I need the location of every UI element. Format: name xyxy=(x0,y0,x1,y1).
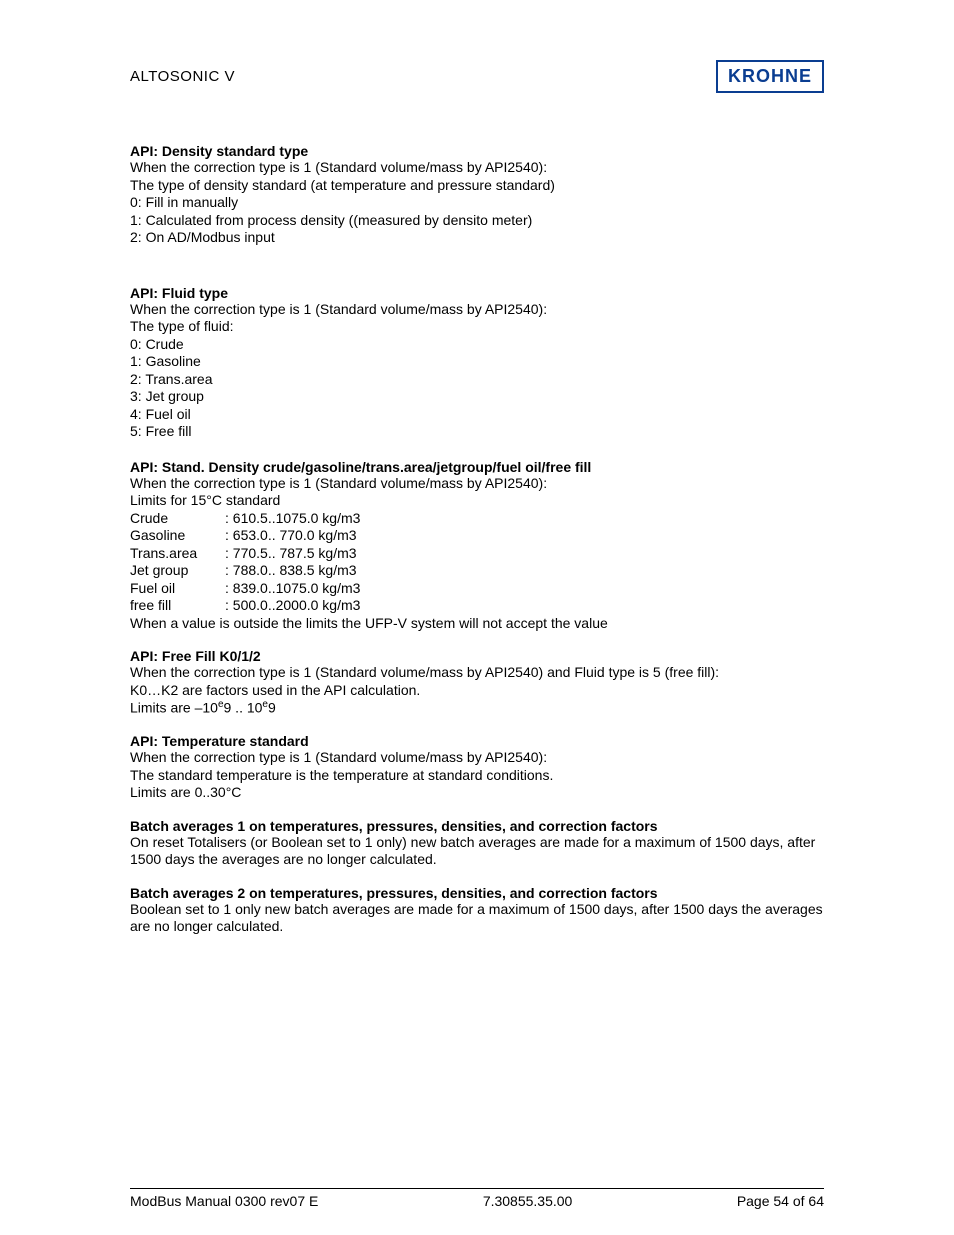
body-line: 5: Free fill xyxy=(130,423,824,441)
density-value: : 653.0.. 770.0 kg/m3 xyxy=(225,527,357,545)
section-stand-density: API: Stand. Density crude/gasoline/trans… xyxy=(130,459,824,633)
density-label: Trans.area xyxy=(130,545,225,563)
density-row: Trans.area: 770.5.. 787.5 kg/m3 xyxy=(130,545,824,563)
body-line: 0: Fill in manually xyxy=(130,194,824,212)
body-line: When the correction type is 1 (Standard … xyxy=(130,159,824,177)
body-line: When the correction type is 1 (Standard … xyxy=(130,301,824,319)
limits-suffix: 9 xyxy=(268,700,276,716)
density-row: Fuel oil: 839.0..1075.0 kg/m3 xyxy=(130,580,824,598)
body-line: 2: Trans.area xyxy=(130,371,824,389)
body-line: 3: Jet group xyxy=(130,388,824,406)
brand-logo: KROHNE xyxy=(716,60,824,93)
density-label: free fill xyxy=(130,597,225,615)
section-free-fill: API: Free Fill K0/1/2 When the correctio… xyxy=(130,648,824,717)
section-heading: Batch averages 2 on temperatures, pressu… xyxy=(130,885,824,901)
density-label: Crude xyxy=(130,510,225,528)
density-row: Jet group: 788.0.. 838.5 kg/m3 xyxy=(130,562,824,580)
body-line: Boolean set to 1 only new batch averages… xyxy=(130,901,824,936)
body-line: The standard temperature is the temperat… xyxy=(130,767,824,785)
footer-right: Page 54 of 64 xyxy=(737,1193,824,1209)
footer-left: ModBus Manual 0300 rev07 E xyxy=(130,1193,318,1209)
body-line: When the correction type is 1 (Standard … xyxy=(130,749,824,767)
body-line: When the correction type is 1 (Standard … xyxy=(130,664,824,682)
body-line: When a value is outside the limits the U… xyxy=(130,615,824,633)
section-heading: API: Free Fill K0/1/2 xyxy=(130,648,824,664)
limits-mid: 9 .. 10 xyxy=(224,700,263,716)
section-heading: API: Density standard type xyxy=(130,143,824,159)
body-line: 2: On AD/Modbus input xyxy=(130,229,824,247)
page: ALTOSONIC V KROHNE API: Density standard… xyxy=(0,0,954,1235)
section-heading: API: Temperature standard xyxy=(130,733,824,749)
section-temp-standard: API: Temperature standard When the corre… xyxy=(130,733,824,802)
density-row: Gasoline: 653.0.. 770.0 kg/m3 xyxy=(130,527,824,545)
section-density-standard: API: Density standard type When the corr… xyxy=(130,143,824,247)
body-line: When the correction type is 1 (Standard … xyxy=(130,475,824,493)
footer-rule xyxy=(130,1188,824,1189)
section-heading: Batch averages 1 on temperatures, pressu… xyxy=(130,818,824,834)
document-title: ALTOSONIC V xyxy=(130,68,235,85)
body-line: 1: Gasoline xyxy=(130,353,824,371)
limits-line: Limits are –10e9 .. 10e9 xyxy=(130,699,824,717)
body-line: On reset Totalisers (or Boolean set to 1… xyxy=(130,834,824,869)
density-row: free fill: 500.0..2000.0 kg/m3 xyxy=(130,597,824,615)
body-line: K0…K2 are factors used in the API calcul… xyxy=(130,682,824,700)
density-value: : 770.5.. 787.5 kg/m3 xyxy=(225,545,357,563)
page-header: ALTOSONIC V KROHNE xyxy=(130,60,824,93)
density-row: Crude: 610.5..1075.0 kg/m3 xyxy=(130,510,824,528)
body-line: The type of density standard (at tempera… xyxy=(130,177,824,195)
density-label: Gasoline xyxy=(130,527,225,545)
section-fluid-type: API: Fluid type When the correction type… xyxy=(130,285,824,441)
density-value: : 610.5..1075.0 kg/m3 xyxy=(225,510,360,528)
limits-prefix: Limits are –10 xyxy=(130,700,218,716)
density-value: : 788.0.. 838.5 kg/m3 xyxy=(225,562,357,580)
footer-row: ModBus Manual 0300 rev07 E 7.30855.35.00… xyxy=(130,1193,824,1209)
density-value: : 839.0..1075.0 kg/m3 xyxy=(225,580,360,598)
body-line: The type of fluid: xyxy=(130,318,824,336)
body-line: Limits are 0..30°C xyxy=(130,784,824,802)
body-line: 1: Calculated from process density ((mea… xyxy=(130,212,824,230)
body-line: Limits for 15°C standard xyxy=(130,492,824,510)
body-line: 4: Fuel oil xyxy=(130,406,824,424)
page-footer: ModBus Manual 0300 rev07 E 7.30855.35.00… xyxy=(130,1188,824,1209)
section-heading: API: Stand. Density crude/gasoline/trans… xyxy=(130,459,824,475)
footer-center: 7.30855.35.00 xyxy=(483,1193,573,1209)
section-heading: API: Fluid type xyxy=(130,285,824,301)
body-line: 0: Crude xyxy=(130,336,824,354)
density-label: Jet group xyxy=(130,562,225,580)
section-batch2: Batch averages 2 on temperatures, pressu… xyxy=(130,885,824,936)
section-batch1: Batch averages 1 on temperatures, pressu… xyxy=(130,818,824,869)
density-value: : 500.0..2000.0 kg/m3 xyxy=(225,597,360,615)
density-label: Fuel oil xyxy=(130,580,225,598)
